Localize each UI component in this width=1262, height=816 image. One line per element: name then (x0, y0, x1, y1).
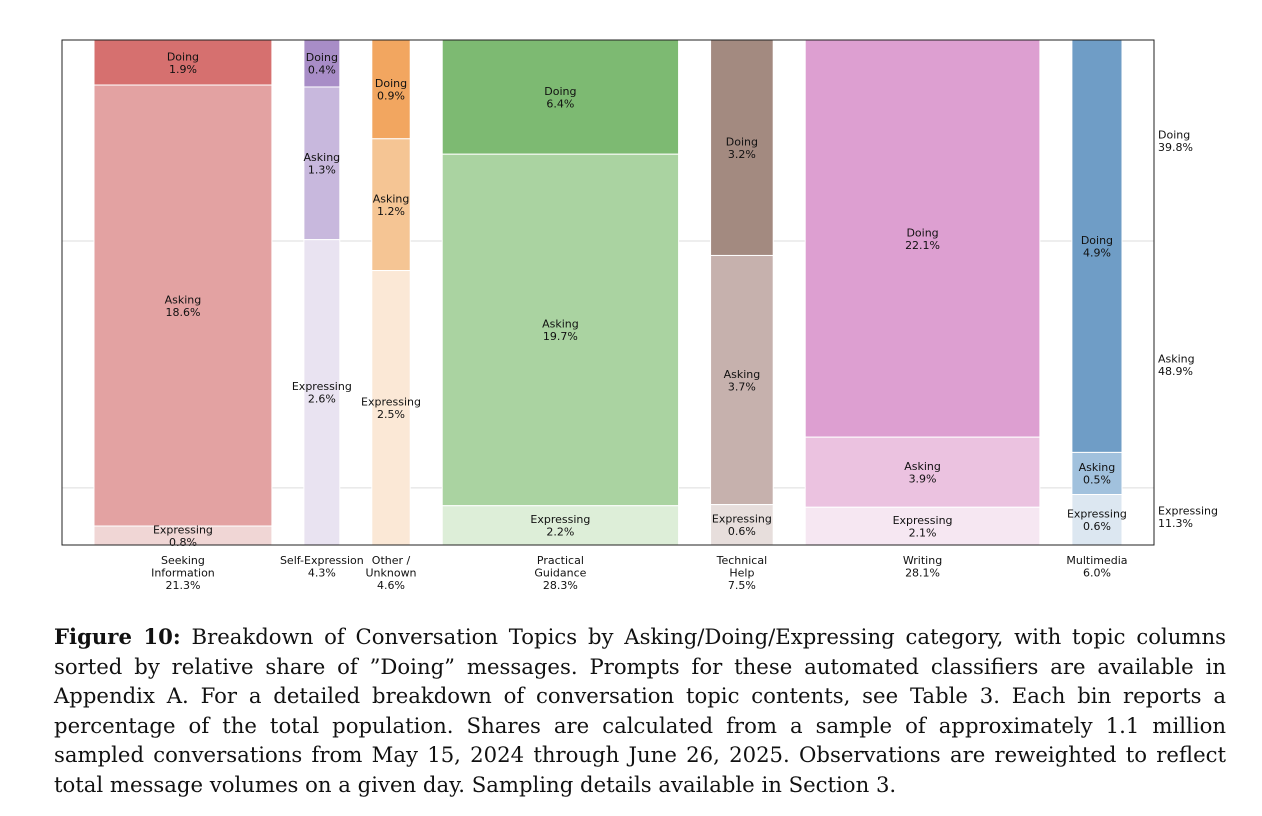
bar-self-expression-doing (303, 39, 341, 88)
total-label-expressing: Expressing 11.3% (1158, 504, 1218, 530)
bar-seeking-information-asking (93, 84, 273, 527)
category-label-practical-guidance: Practical Guidance 28.3% (534, 554, 586, 592)
label-other-unknown-doing: Doing 0.9% (375, 77, 407, 103)
label-practical-guidance-asking: Asking 19.7% (542, 318, 579, 344)
bar-writing-expressing (804, 506, 1041, 546)
label-technical-help-doing: Doing 3.2% (726, 135, 758, 161)
label-multimedia-asking: Asking 0.5% (1079, 461, 1116, 487)
bar-other-unknown-expressing (371, 270, 411, 546)
category-label-writing: Writing 28.1% (903, 554, 942, 580)
category-label-technical-help: Technical Help 7.5% (716, 554, 768, 592)
figure-caption-label: Figure 10: (54, 624, 181, 649)
category-label-multimedia: Multimedia 6.0% (1066, 554, 1127, 580)
bar-practical-guidance-asking (441, 153, 680, 507)
label-technical-help-expressing: Expressing 0.6% (712, 513, 772, 539)
bar-other-unknown-doing (371, 39, 411, 140)
bar-seeking-information-doing (93, 39, 273, 86)
bar-practical-guidance-doing (441, 39, 680, 155)
label-self-expression-expressing: Expressing 2.6% (292, 380, 352, 406)
bar-multimedia-asking (1071, 451, 1123, 495)
label-practical-guidance-doing: Doing 6.4% (544, 85, 576, 111)
label-seeking-information-doing: Doing 1.9% (167, 50, 199, 76)
bar-technical-help-expressing (710, 504, 774, 546)
total-label-asking: Asking 48.9% (1158, 352, 1195, 378)
label-other-unknown-asking: Asking 1.2% (373, 192, 410, 218)
total-label-doing: Doing 39.8% (1158, 128, 1193, 154)
mosaic-chart: Doing 1.9% Asking 18.6% Expressing 0.8% Seekin… (61, 39, 1218, 592)
bar-practical-guidance-expressing (441, 505, 680, 546)
bar-multimedia-doing (1071, 39, 1123, 453)
category-label-seeking-information: Seeking Information 21.3% (151, 554, 215, 592)
label-multimedia-doing: Doing 4.9% (1081, 234, 1113, 259)
bar-multimedia-expressing (1071, 494, 1123, 546)
plot-frame (61, 39, 1155, 546)
label-writing-expressing: Expressing 2.1% (893, 514, 953, 540)
bar-technical-help-asking (710, 254, 774, 506)
figure-caption-text: Breakdown of Conversation Topics by Aski… (54, 624, 1226, 797)
label-seeking-information-asking: Asking 18.6% (165, 293, 202, 319)
bar-writing-doing (804, 39, 1041, 438)
label-writing-asking: Asking 3.9% (904, 460, 941, 486)
category-label-self-expression: Self-Expression 4.3% (280, 554, 364, 580)
label-seeking-information-expressing: Expressing 0.8% (153, 523, 213, 549)
bar-writing-asking (804, 436, 1041, 508)
label-multimedia-expressing: Expressing 0.6% (1067, 508, 1127, 534)
label-technical-help-asking: Asking 3.7% (724, 368, 761, 394)
label-self-expression-asking: Asking 1.3% (304, 151, 341, 177)
label-self-expression-doing: Doing 0.4% (306, 51, 338, 77)
figure-caption: Figure 10: Breakdown of Conversation Top… (54, 622, 1226, 799)
category-label-other-unknown: Other / Unknown 4.6% (365, 554, 416, 592)
bar-self-expression-asking (303, 86, 341, 241)
label-writing-doing: Doing 22.1% (905, 226, 940, 252)
bar-technical-help-doing (710, 39, 774, 256)
label-other-unknown-expressing: Expressing 2.5% (361, 396, 421, 422)
label-practical-guidance-expressing: Expressing 2.2% (530, 513, 590, 539)
bar-self-expression-expressing (303, 239, 341, 546)
